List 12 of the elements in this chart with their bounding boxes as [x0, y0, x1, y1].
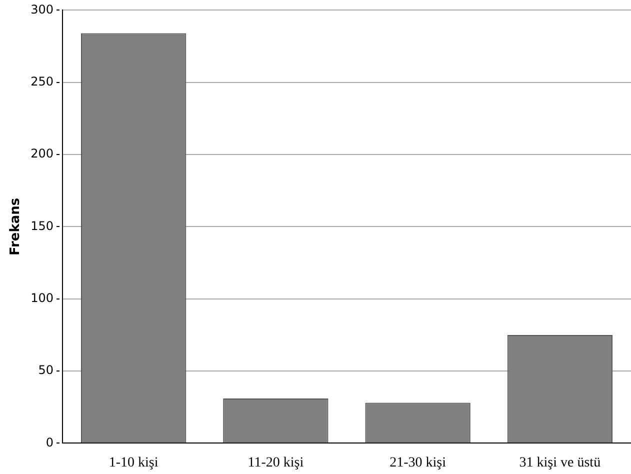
y-tick-label: 100: [30, 290, 54, 305]
x-tick-label: 21-30 kişi: [390, 455, 446, 470]
y-tick-label: 300: [30, 2, 54, 16]
y-tick-label: 250: [30, 74, 54, 88]
y-axis-title: Frekans: [8, 198, 24, 256]
y-tick-label: 200: [30, 146, 54, 161]
y-tick-label: 150: [30, 218, 54, 233]
y-tick-label: 0: [46, 435, 54, 450]
x-tick-label: 31 kişi ve üstü: [519, 455, 601, 470]
x-tick-label: 1-10 kişi: [108, 455, 158, 470]
x-tick-label: 11-20 kişi: [248, 455, 304, 470]
y-tick-label: 50: [38, 363, 54, 378]
